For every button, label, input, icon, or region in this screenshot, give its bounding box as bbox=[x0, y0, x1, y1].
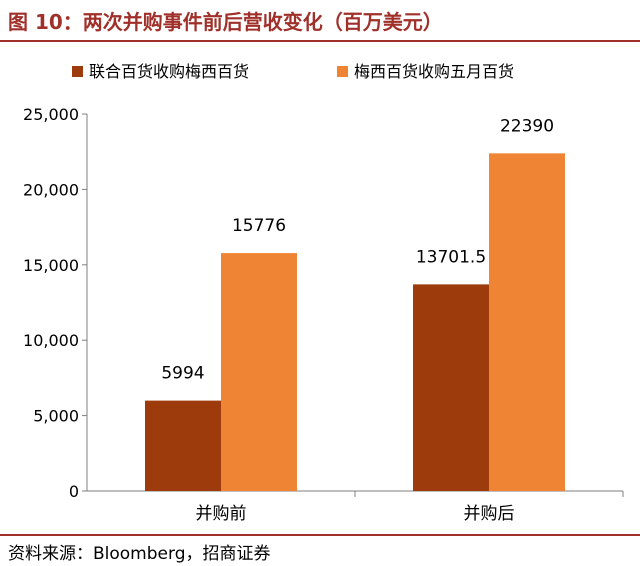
legend-swatch bbox=[72, 66, 83, 77]
bars: 5994 15776 13701.5 22390 bbox=[145, 116, 565, 491]
data-label: 15776 bbox=[232, 216, 286, 236]
figure-title: 图 10：两次并购事件前后营收变化（百万美元） bbox=[8, 10, 443, 34]
x-tick-label: 并购后 bbox=[464, 504, 515, 524]
y-tick-label: 20,000 bbox=[23, 180, 79, 199]
y-tick-label: 10,000 bbox=[23, 331, 79, 350]
y-tick-label: 15,000 bbox=[23, 256, 79, 275]
y-tick-label: 5,000 bbox=[33, 407, 79, 426]
bar bbox=[489, 153, 565, 491]
legend-label: 梅西百货收购五月百货 bbox=[354, 62, 514, 81]
x-tick-label: 并购前 bbox=[196, 504, 247, 524]
source-note: 资料来源：Bloomberg，招商证券 bbox=[8, 544, 271, 564]
bar bbox=[413, 284, 489, 491]
legend: 联合百货收购梅西百货 梅西百货收购五月百货 bbox=[72, 62, 514, 81]
y-tick-label: 0 bbox=[69, 482, 79, 501]
legend-swatch bbox=[337, 66, 348, 77]
bar bbox=[145, 400, 221, 491]
data-label: 22390 bbox=[500, 116, 554, 136]
bar bbox=[221, 253, 297, 491]
title-divider bbox=[0, 40, 640, 42]
source-divider bbox=[0, 534, 640, 536]
y-tick-label: 25,000 bbox=[23, 105, 79, 124]
data-label: 13701.5 bbox=[416, 247, 486, 267]
legend-label: 联合百货收购梅西百货 bbox=[89, 62, 249, 81]
data-label: 5994 bbox=[161, 364, 204, 384]
bar-chart: 联合百货收购梅西百货 梅西百货收购五月百货 0 5,000 10,000 15,000 2… bbox=[23, 62, 624, 524]
